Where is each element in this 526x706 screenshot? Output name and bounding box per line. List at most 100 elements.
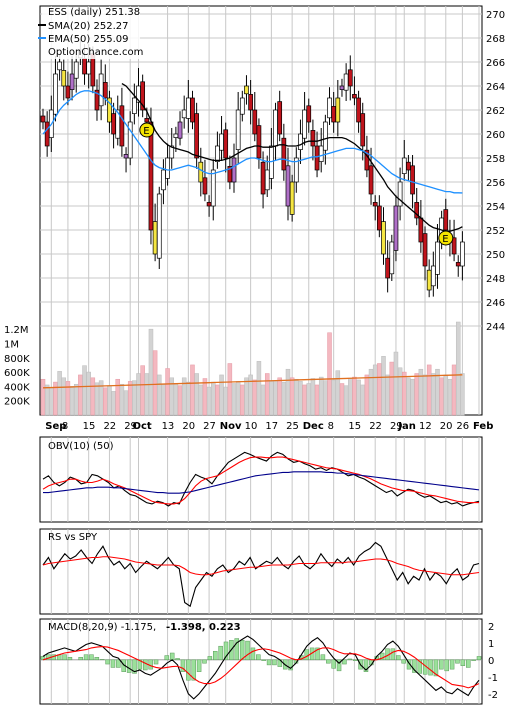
- macd-histogram-bar: [471, 659, 476, 661]
- volume-bar: [235, 381, 241, 416]
- candle-body: [231, 157, 237, 183]
- candle-body: [165, 157, 170, 179]
- candle-body: [410, 165, 415, 195]
- candle-body: [389, 241, 395, 275]
- volume-tick-label: 800K: [4, 354, 30, 365]
- x-tick-label: 25: [286, 421, 299, 432]
- volume-bar: [331, 379, 336, 416]
- volume-bar: [219, 374, 224, 416]
- price-tick-label: 250: [486, 250, 505, 261]
- volume-bar: [107, 385, 112, 416]
- volume-tick-label: 200K: [4, 397, 30, 408]
- volume-bar: [451, 364, 457, 416]
- candle-body: [260, 161, 266, 195]
- volume-bar: [402, 371, 407, 416]
- candle-body: [381, 221, 386, 255]
- candle-body: [293, 157, 299, 183]
- volume-bar: [40, 378, 46, 416]
- volume-bar: [140, 365, 145, 416]
- volume-bar: [269, 381, 274, 416]
- x-tick-label: 8: [328, 421, 334, 432]
- candle-body: [393, 205, 399, 251]
- rs-line-0: [42, 541, 480, 608]
- volume-bar: [231, 383, 237, 416]
- candle-body: [239, 97, 245, 115]
- volume-bar: [360, 384, 365, 416]
- candle-body: [368, 165, 374, 195]
- macd-histogram-bar: [191, 659, 196, 681]
- volume-bar: [356, 379, 361, 416]
- macd-histogram-bar: [89, 654, 94, 661]
- volume-bar: [298, 381, 303, 416]
- x-tick-label: 10: [245, 421, 258, 432]
- macd-histogram-bar: [196, 659, 202, 672]
- volume-bar: [152, 350, 158, 416]
- candle-body: [181, 109, 187, 119]
- price-tick-label: 244: [486, 322, 505, 333]
- price-tick-label: 262: [486, 106, 505, 117]
- volume-bar: [352, 376, 357, 416]
- macd-histogram-bar: [439, 659, 444, 670]
- legend-entry: SMA(20) 252.27: [48, 21, 129, 32]
- macd-tick-label: -2: [488, 690, 498, 701]
- rs-line-1: [42, 556, 480, 576]
- volume-bar: [372, 364, 378, 416]
- volume-bar: [343, 385, 349, 416]
- candle-body: [194, 113, 199, 159]
- volume-bar: [397, 367, 403, 416]
- macd-histogram-bar: [62, 654, 67, 661]
- macd-histogram-bar: [245, 640, 250, 661]
- x-tick-label: 17: [265, 421, 278, 432]
- candle-body: [406, 161, 411, 171]
- macd-histogram-bar: [315, 647, 320, 661]
- macd-histogram-bar: [401, 659, 406, 664]
- macd-histogram-bar: [175, 658, 180, 661]
- x-tick-label: 27: [203, 421, 216, 432]
- macd-histogram-bar: [78, 657, 83, 661]
- price-tick-label: 260: [486, 130, 505, 141]
- volume-bar: [194, 373, 199, 416]
- volume-bar: [115, 378, 120, 416]
- volume-bar: [273, 380, 278, 416]
- candle-body: [460, 241, 465, 267]
- macd-histogram-bar: [234, 638, 240, 661]
- volume-bar: [294, 378, 299, 416]
- candle-body: [277, 101, 283, 135]
- price-tick-label: 254: [486, 202, 505, 213]
- volume-bar: [310, 378, 316, 416]
- candle-body: [306, 105, 312, 123]
- candle-body: [356, 97, 361, 123]
- candle-body: [44, 121, 50, 147]
- rs-title: RS vs SPY: [48, 532, 98, 543]
- x-tick-label: 29: [124, 421, 137, 432]
- legend-entry: EMA(50) 255.09: [48, 34, 128, 45]
- volume-bar: [44, 384, 50, 416]
- macd-histogram-bar: [396, 655, 401, 661]
- candle-body: [364, 149, 370, 171]
- candle-body: [435, 241, 440, 275]
- candle-body: [248, 94, 253, 111]
- earnings-marker-label: E: [442, 234, 448, 245]
- x-tick-label: Dec: [303, 421, 324, 432]
- volume-bar: [244, 377, 249, 416]
- volume-bar: [406, 377, 411, 416]
- x-tick-label: Oct: [133, 421, 152, 432]
- candle-body: [430, 265, 436, 287]
- macd-histogram-bar: [272, 659, 277, 666]
- x-tick-label: 22: [369, 421, 382, 432]
- candle-body: [111, 113, 116, 135]
- macd-histogram-bar: [148, 659, 153, 670]
- x-tick-label: 20: [440, 421, 453, 432]
- volume-bar: [281, 381, 287, 416]
- macd-line-0: [42, 635, 480, 700]
- macd-histogram-bar: [460, 659, 466, 666]
- candle-body: [148, 121, 154, 231]
- candle-body: [140, 81, 146, 111]
- candle-body: [372, 202, 378, 207]
- price-tick-label: 268: [486, 34, 505, 45]
- candle-body: [314, 145, 320, 171]
- macd-histogram-bar: [250, 647, 256, 661]
- candle-body: [335, 97, 341, 123]
- candle-body: [73, 61, 79, 79]
